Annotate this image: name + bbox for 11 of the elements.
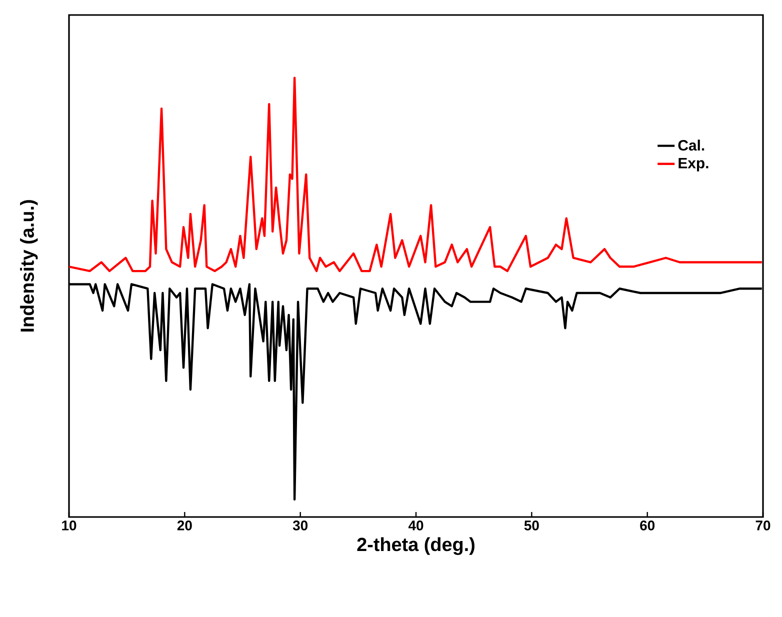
x-axis-title: 2-theta (deg.): [357, 537, 474, 555]
x-tick-label: 50: [524, 520, 539, 530]
x-tick-label: 40: [408, 520, 424, 530]
x-tick-label: 20: [177, 520, 192, 530]
x-tick-label: 60: [640, 520, 655, 530]
x-tick-label: 30: [292, 520, 308, 530]
x-tick-label: 10: [62, 520, 76, 530]
legend-label: Exp.: [678, 158, 708, 172]
y-axis-title: Indensity (a.u.): [20, 200, 38, 332]
x-tick-label: 70: [756, 520, 770, 530]
legend-label: Cal.: [678, 140, 704, 151]
